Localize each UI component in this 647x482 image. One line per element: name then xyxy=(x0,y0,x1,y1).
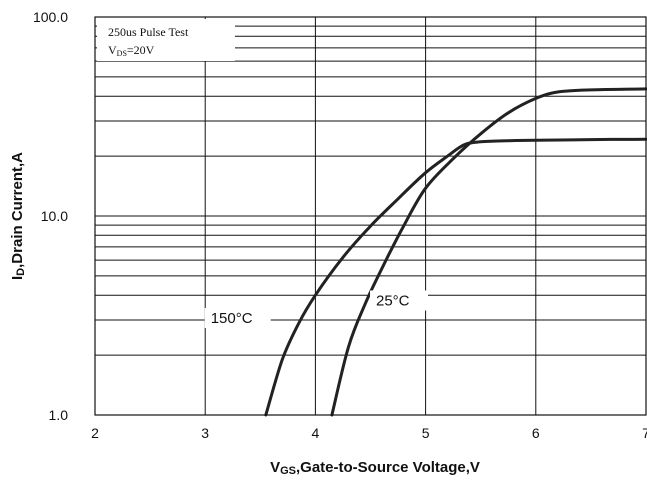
test-conditions-note: 250us Pulse Test VDS=20V xyxy=(97,19,235,61)
x-tick-label: 3 xyxy=(201,425,209,441)
x-title-main: V xyxy=(270,459,280,476)
curve-label: 25°C xyxy=(376,293,410,310)
x-title-sub: GS xyxy=(280,465,296,477)
y-title-main: I xyxy=(9,276,26,280)
curve-labels: 150°C 25°C xyxy=(204,290,429,328)
grid xyxy=(95,17,646,415)
series xyxy=(264,87,647,417)
note-vds-rest: =20V xyxy=(127,43,155,57)
x-tick-label: 6 xyxy=(532,425,540,441)
y-tick-label: 100.0 xyxy=(33,9,68,25)
y-title-rest: ,Drain Current,A xyxy=(9,152,26,268)
curve-label-background xyxy=(204,307,271,328)
note-line-2: VDS=20V xyxy=(108,43,155,58)
note-vds-main: V xyxy=(108,43,117,57)
note-line-1: 250us Pulse Test xyxy=(108,25,189,39)
x-tick-label: 4 xyxy=(312,425,320,441)
x-tick-label: 7 xyxy=(642,425,647,441)
curve-label-background xyxy=(370,290,429,311)
tick-labels: 2 3 4 5 6 7 1.0 10.0 100.0 xyxy=(33,9,647,441)
x-tick-label: 2 xyxy=(91,425,99,441)
y-tick-label: 10.0 xyxy=(41,208,68,224)
x-title-rest: ,Gate-to-Source Voltage,V xyxy=(296,459,480,476)
x-axis-title: VGS,Gate-to-Source Voltage,V xyxy=(270,459,480,477)
note-background xyxy=(97,19,235,61)
plot-frame xyxy=(94,16,647,416)
note-vds-sub: DS xyxy=(117,49,127,58)
x-tick-label: 5 xyxy=(422,425,430,441)
y-title-sub: D xyxy=(15,268,27,276)
series-line-150c xyxy=(264,137,647,417)
y-axis-title: ID,Drain Current,A xyxy=(9,152,27,280)
curve-label: 150°C xyxy=(211,310,253,327)
series-line-25c xyxy=(330,87,647,417)
y-tick-label: 1.0 xyxy=(49,407,69,423)
